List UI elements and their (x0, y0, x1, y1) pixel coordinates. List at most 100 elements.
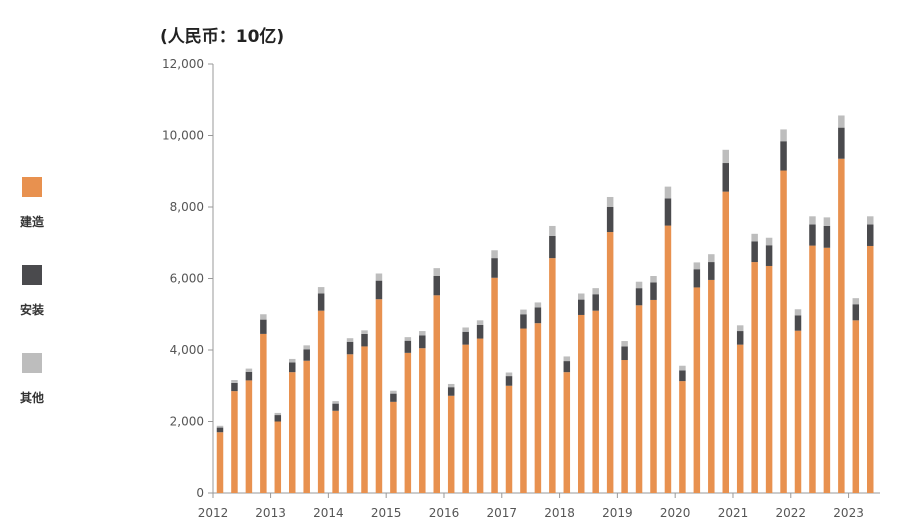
bar-segment-construction (505, 385, 513, 493)
bar-segment-construction (274, 421, 282, 493)
x-tick-label: 2015 (371, 506, 402, 520)
bar-segment-construction (578, 314, 585, 493)
bar-segment-other (867, 216, 874, 225)
bar-segment-construction (780, 170, 787, 493)
bar-segment-other (231, 380, 238, 383)
x-tick-label: 2014 (313, 506, 344, 520)
bar-segment-installation (361, 333, 368, 347)
bar-segment-other (794, 309, 802, 316)
bar-segment-installation (375, 280, 383, 300)
bar-segment-construction (838, 158, 845, 494)
bar-segment-other (809, 216, 816, 225)
bar-segment-installation (549, 235, 556, 259)
x-tick-label: 2022 (776, 506, 807, 520)
bar-segment-installation (520, 314, 527, 329)
legend-swatch-installation (22, 265, 42, 285)
bar-segment-other (650, 276, 657, 283)
bar-segment-other (563, 356, 571, 362)
bar-segment-installation (303, 349, 310, 361)
bar-segment-other (274, 412, 282, 416)
bar-segment-construction (765, 265, 773, 493)
bar-segment-construction (708, 279, 715, 493)
bar-segment-construction (390, 401, 397, 493)
bar-segment-installation (534, 307, 542, 324)
bar-segment-other (635, 281, 643, 289)
bar-segment-installation (751, 241, 758, 263)
bar-segment-installation (289, 362, 296, 373)
bar-segment-construction (289, 372, 296, 493)
bar-segment-other (317, 287, 325, 294)
y-tick-label: 6,000 (170, 272, 204, 286)
bar-segment-construction (476, 338, 484, 493)
bar-segment-installation (447, 387, 455, 396)
bar-segment-installation (635, 288, 643, 306)
bar-segment-installation (274, 415, 282, 422)
y-tick-label: 4,000 (170, 343, 204, 357)
bar-segment-installation (404, 340, 412, 353)
x-tick-label: 2021 (718, 506, 749, 520)
bar-segment-installation (231, 382, 238, 392)
bar-segment-other (621, 341, 628, 347)
bar-segment-other (838, 115, 845, 128)
bar-segment-construction (693, 287, 701, 493)
bar-segment-other (419, 331, 426, 336)
bar-segment-other (375, 273, 383, 281)
bar-segment-other (823, 217, 831, 226)
bar-segment-installation (679, 370, 686, 382)
y-tick-label: 0 (196, 486, 204, 500)
bar-segment-installation (476, 324, 484, 339)
bar-segment-other (534, 302, 542, 308)
bar-segment-other (722, 149, 729, 164)
bar-segment-construction (736, 344, 744, 493)
bar-segment-construction (592, 310, 599, 493)
bar-segment-installation (260, 319, 267, 334)
unit-label: (人民币：10亿) (160, 27, 285, 47)
bar-segment-other (390, 390, 397, 394)
y-tick-label: 8,000 (170, 200, 204, 214)
bar-segment-installation (419, 335, 426, 349)
bar-segment-construction (650, 299, 657, 493)
bar-segment-other (664, 186, 672, 199)
bar-segment-installation (245, 371, 253, 381)
bar-segment-other (245, 368, 253, 372)
bar-segment-other (303, 345, 310, 350)
bar-segment-installation (765, 245, 773, 266)
bar-segment-other (592, 288, 599, 295)
bar-segment-construction (679, 381, 686, 493)
bar-segment-construction (317, 310, 325, 493)
bar-segment-installation (852, 304, 860, 321)
bar-segment-construction (346, 354, 354, 493)
x-tick-label: 2019 (602, 506, 633, 520)
bar-segment-other (765, 237, 773, 246)
bar-segment-other (260, 314, 267, 320)
bar-segment-construction (433, 295, 440, 493)
bar-segment-installation (606, 207, 614, 233)
bar-segment-construction (606, 232, 614, 493)
bar-segment-other (476, 320, 484, 325)
bar-segment-construction (447, 395, 455, 493)
bar-segment-construction (245, 380, 253, 493)
bar-segment-other (491, 250, 498, 259)
bar-segment-other (708, 254, 715, 263)
x-tick-label: 2020 (660, 506, 691, 520)
bar-segment-installation (592, 294, 599, 311)
bar-segment-other (346, 338, 354, 342)
legend: 建造 安装 其他 (20, 177, 80, 441)
bar-segment-construction (621, 360, 628, 493)
bar-segment-other (751, 233, 758, 242)
bar-segment-construction (404, 352, 412, 493)
bar-segment-construction (563, 372, 571, 493)
bar-segment-other (578, 293, 585, 300)
legend-item-other: 其他 (20, 353, 80, 441)
bar-segment-installation (578, 299, 585, 315)
bar-segment-construction (260, 333, 267, 493)
legend-label-installation: 安装 (20, 303, 45, 317)
y-tick-label: 2,000 (170, 415, 204, 429)
legend-swatch-construction (22, 177, 42, 197)
bar-segment-construction (722, 191, 729, 493)
bar-segment-other (549, 225, 556, 236)
bar-segment-installation (216, 427, 224, 433)
y-tick-label: 12,000 (162, 57, 204, 71)
bar-segment-construction (635, 305, 643, 493)
